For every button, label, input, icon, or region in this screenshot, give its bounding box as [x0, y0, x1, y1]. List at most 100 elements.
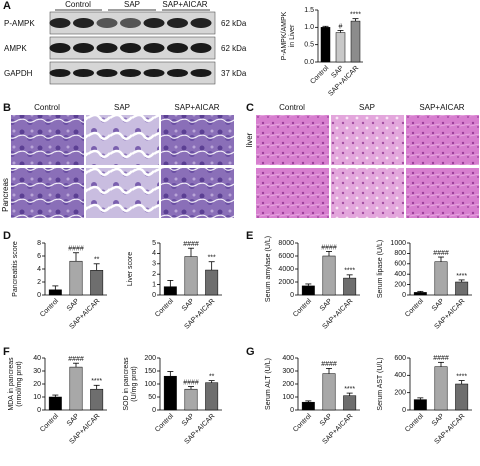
- significance-label: ####: [321, 244, 337, 251]
- y-tick-label: 20: [33, 381, 41, 388]
- error-bar: [322, 25, 329, 28]
- error-bar: [167, 280, 174, 287]
- blot-size-label: 62 kDa: [221, 44, 247, 53]
- y-tick-label: 0: [402, 407, 406, 414]
- micrograph: [11, 168, 84, 218]
- error-bar: [93, 263, 100, 271]
- y-tick-label: 2: [152, 271, 156, 278]
- x-tick-label: Control: [404, 297, 425, 318]
- y-tick-label: 0: [402, 292, 406, 299]
- significance-label: ****: [456, 273, 467, 280]
- error-bar: [352, 18, 359, 22]
- y-tick-label: 2000: [278, 279, 294, 286]
- y-tick-label: 4: [37, 266, 41, 273]
- error-bar: [208, 380, 215, 383]
- liver-histology: Control SAP SAP+AICAR liver: [245, 103, 479, 218]
- y-tick-label: 0: [152, 292, 156, 299]
- y-tick-label: 4: [152, 250, 156, 257]
- error-bar: [417, 397, 424, 400]
- y-axis-label: P-AMPK/AMPK: [281, 11, 288, 60]
- column-label: Control: [34, 103, 60, 112]
- bar: [163, 375, 177, 411]
- bar: [434, 366, 448, 411]
- y-axis-label: in Liver: [289, 24, 296, 47]
- y-tick-label: 5: [152, 240, 156, 247]
- blot-size-label: 62 kDa: [221, 19, 247, 28]
- error-bar: [73, 252, 79, 262]
- y-tick-label: 0.5: [304, 42, 314, 49]
- error-bar: [438, 256, 444, 262]
- y-tick-label: 0.0: [304, 59, 314, 66]
- y-tick-label: 6: [37, 253, 41, 260]
- bar: [434, 261, 448, 296]
- significance-label: ####: [183, 379, 199, 386]
- y-tick-label: 150: [144, 368, 156, 375]
- error-bar: [458, 279, 465, 282]
- panel-label: G: [246, 346, 255, 358]
- blot-band: [73, 43, 94, 53]
- error-bar: [188, 386, 194, 390]
- side-label: Pancreas: [1, 178, 10, 212]
- bar: [455, 383, 469, 411]
- error-bar: [326, 251, 332, 256]
- error-bar: [73, 362, 79, 368]
- blot-band: [120, 69, 141, 77]
- significance-label: ****: [91, 378, 102, 385]
- blot-band: [120, 43, 141, 53]
- bar: [322, 255, 336, 296]
- blot-band: [120, 18, 141, 28]
- y-axis-label: (U/mg prot): [131, 366, 138, 401]
- y-axis-label: Serum lipase (U/L): [377, 240, 384, 298]
- lane-label: Control: [65, 0, 91, 9]
- error-bar: [438, 361, 444, 367]
- y-axis-label: Liver score: [127, 252, 134, 286]
- blot-band: [167, 43, 188, 53]
- significance-label: ####: [68, 356, 84, 363]
- bar: [184, 388, 198, 411]
- error-bar: [52, 394, 59, 397]
- y-tick-label: 30: [33, 368, 41, 375]
- error-bar: [417, 290, 424, 293]
- blot-band: [73, 69, 94, 77]
- error-bar: [188, 247, 194, 257]
- bar: [205, 382, 219, 411]
- y-axis-label: (nmol/mg prot): [16, 361, 23, 407]
- panel-label: C: [246, 102, 254, 114]
- y-axis-label: Pancreatitis score: [12, 241, 19, 297]
- micrograph: [86, 115, 159, 165]
- bar: [350, 20, 361, 63]
- blot-row-label: P-AMPK: [4, 19, 35, 28]
- bar: [69, 260, 83, 296]
- x-tick-label: Control: [39, 412, 60, 433]
- y-tick-label: 200: [144, 355, 156, 362]
- y-tick-label: 300: [282, 368, 294, 375]
- micrograph: [406, 115, 479, 165]
- x-tick-label: Control: [154, 297, 175, 318]
- blot-row-label: GAPDH: [4, 69, 33, 78]
- y-tick-label: 1.0: [304, 24, 314, 31]
- blot-band: [167, 69, 188, 77]
- bar: [455, 281, 469, 296]
- blot-size-label: 37 kDa: [221, 69, 247, 78]
- x-tick-label: SAP: [319, 298, 334, 313]
- blot-band: [167, 18, 188, 28]
- bar: [184, 256, 198, 296]
- significance-label: ####: [321, 361, 337, 368]
- y-axis-label: Serum ALT (U/L): [265, 358, 272, 410]
- micrograph: [406, 168, 479, 218]
- y-tick-label: 0: [290, 407, 294, 414]
- x-tick-label: Control: [309, 64, 330, 85]
- blot-row-label: AMPK: [4, 44, 27, 53]
- y-tick-label: 40: [33, 355, 41, 362]
- y-tick-label: 600: [394, 261, 406, 268]
- x-tick-label: SAP: [181, 413, 196, 428]
- error-bar: [337, 30, 344, 33]
- x-tick-label: SAP: [431, 413, 446, 428]
- bar: [205, 269, 219, 296]
- y-tick-label: 100: [144, 381, 156, 388]
- blot-band: [49, 69, 71, 77]
- y-tick-label: 3: [152, 261, 156, 268]
- micrograph: [331, 168, 404, 218]
- error-bar: [346, 392, 353, 396]
- error-bar: [326, 367, 332, 374]
